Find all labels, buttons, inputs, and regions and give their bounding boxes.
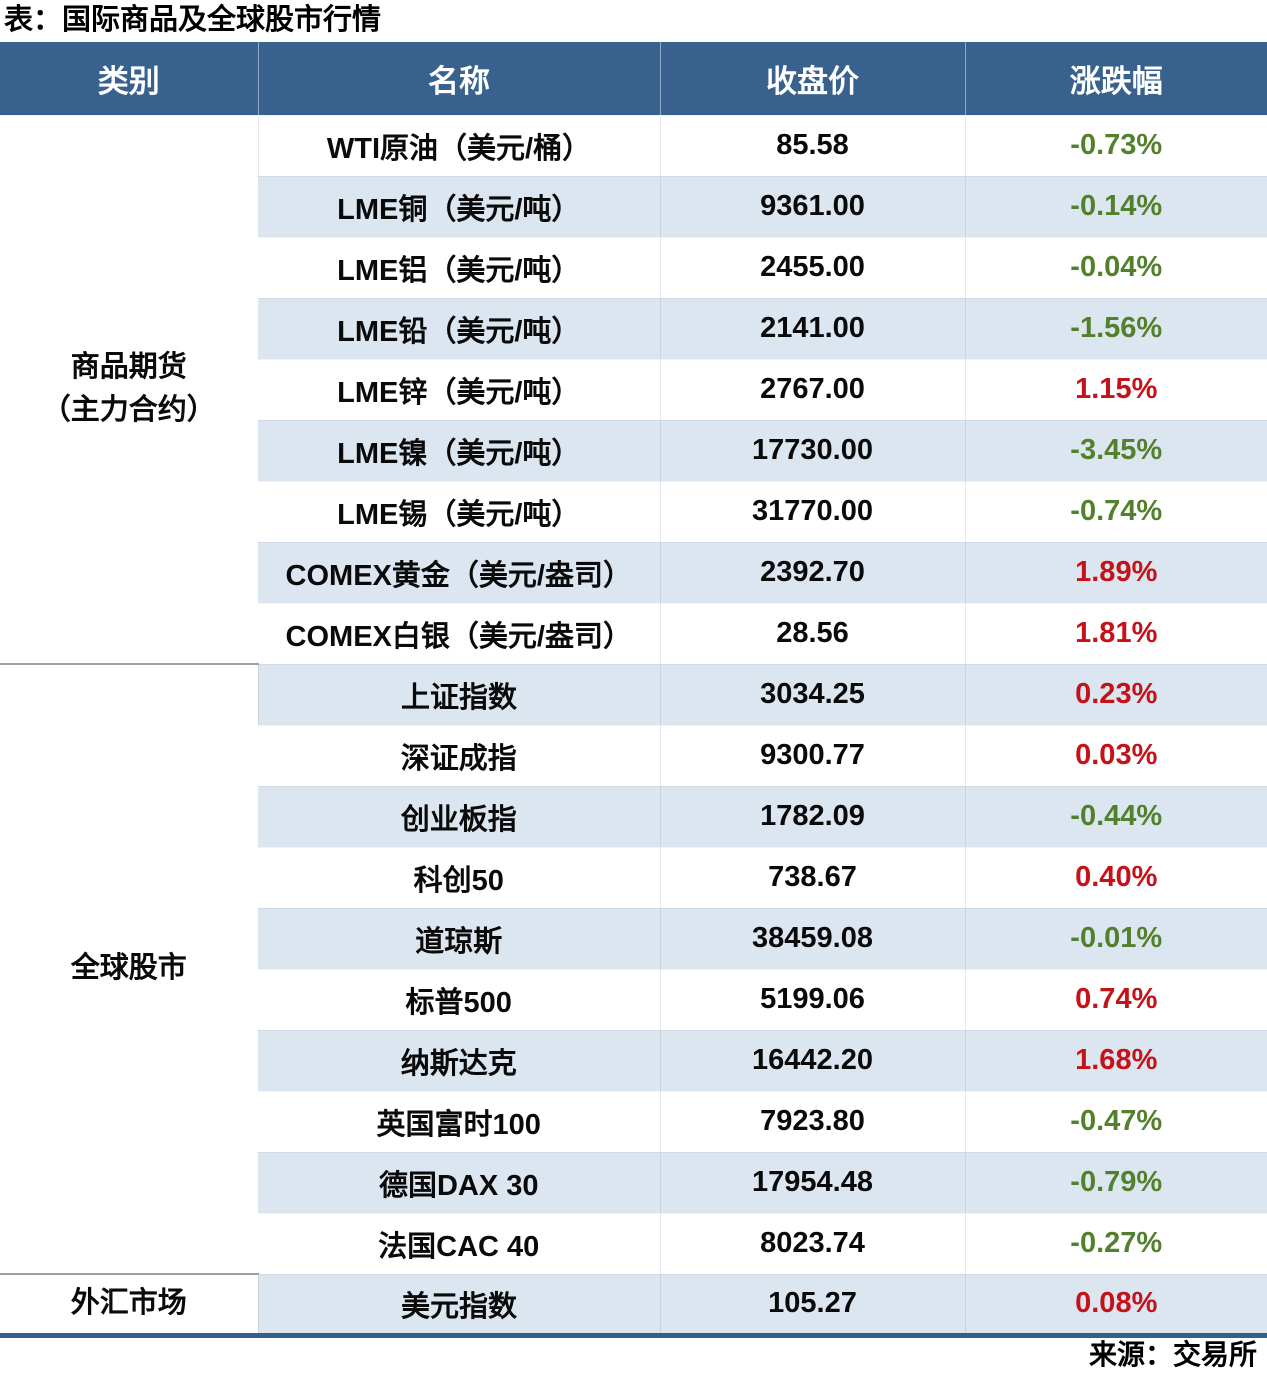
change-percent: 1.81% — [964, 602, 1267, 664]
close-price: 8023.74 — [659, 1212, 965, 1274]
table-row: 道琼斯 38459.08 -0.01% — [0, 907, 1267, 969]
close-price: 1782.09 — [659, 785, 965, 847]
table-row: LME锌（美元/吨） 2767.00 1.15% — [0, 358, 1267, 420]
table-row: 标普500 5199.06 0.74% — [0, 968, 1267, 1030]
table-row: LME铝（美元/吨） 2455.00 -0.04% — [0, 236, 1267, 298]
instrument-name: 纳斯达克 — [258, 1029, 660, 1091]
close-price: 85.58 — [659, 114, 965, 176]
instrument-name: 道琼斯 — [258, 907, 660, 969]
close-price: 105.27 — [659, 1273, 965, 1335]
change-percent: -0.79% — [964, 1151, 1267, 1213]
instrument-name: 美元指数 — [257, 1273, 660, 1335]
instrument-name: LME铅（美元/吨） — [258, 297, 660, 359]
change-percent: 0.03% — [964, 724, 1267, 786]
table-row: LME镍（美元/吨） 17730.00 -3.45% — [0, 419, 1267, 481]
table-row: COMEX白银（美元/盎司） 28.56 1.81% — [0, 602, 1267, 664]
change-percent: 1.68% — [964, 1029, 1267, 1091]
instrument-name: 上证指数 — [257, 663, 660, 725]
instrument-name: 英国富时100 — [258, 1090, 660, 1152]
table-row: 科创50 738.67 0.40% — [0, 846, 1267, 908]
instrument-name: 法国CAC 40 — [258, 1212, 660, 1274]
table-header: 类别 名称 收盘价 涨跌幅 — [0, 42, 1267, 115]
instrument-name: COMEX白银（美元/盎司） — [258, 602, 660, 664]
table-row: 全球股市 上证指数 3034.25 0.23% — [0, 663, 1267, 1274]
close-price: 17730.00 — [659, 419, 965, 481]
change-percent: -0.74% — [964, 480, 1267, 542]
change-percent: -0.73% — [964, 114, 1267, 176]
category-cell: 商品期货 （主力合约） — [0, 114, 258, 664]
change-percent: -1.56% — [964, 297, 1267, 359]
header-row: 类别 名称 收盘价 涨跌幅 — [0, 42, 1267, 115]
instrument-name: COMEX黄金（美元/盎司） — [258, 541, 660, 603]
table-row: 德国DAX 30 17954.48 -0.79% — [0, 1151, 1267, 1213]
instrument-name: 深证成指 — [258, 724, 660, 786]
close-price: 38459.08 — [659, 907, 965, 969]
close-price: 5199.06 — [659, 968, 965, 1030]
change-percent: 1.15% — [964, 358, 1267, 420]
change-percent: 0.40% — [964, 846, 1267, 908]
header-change: 涨跌幅 — [964, 42, 1267, 115]
close-price: 16442.20 — [659, 1029, 965, 1091]
close-price: 2767.00 — [659, 358, 965, 420]
table-row: 商品期货 （主力合约） WTI原油（美元/桶） 85.58 -0.73% — [0, 114, 1267, 664]
instrument-name: LME锡（美元/吨） — [258, 480, 660, 542]
table-row: 深证成指 9300.77 0.03% — [0, 724, 1267, 786]
category-cell: 全球股市 — [0, 663, 258, 1274]
instrument-name: LME锌（美元/吨） — [258, 358, 660, 420]
change-percent: 0.23% — [964, 663, 1267, 725]
close-price: 28.56 — [659, 602, 965, 664]
market-table: 类别 名称 收盘价 涨跌幅 商品期货 （主力合约） WTI原油（美元/桶） 85.58… — [0, 42, 1267, 1338]
table-row: LME铅（美元/吨） 2141.00 -1.56% — [0, 297, 1267, 359]
table-row: 创业板指 1782.09 -0.44% — [0, 785, 1267, 847]
close-price: 31770.00 — [659, 480, 965, 542]
close-price: 2141.00 — [659, 297, 965, 359]
table-row: 外汇市场 美元指数 105.27 0.08% — [0, 1273, 1267, 1335]
instrument-name: 德国DAX 30 — [258, 1151, 660, 1213]
close-price: 3034.25 — [659, 663, 965, 725]
change-percent: -0.44% — [964, 785, 1267, 847]
close-price: 738.67 — [659, 846, 965, 908]
instrument-name: LME镍（美元/吨） — [258, 419, 660, 481]
close-price: 2455.00 — [659, 236, 965, 298]
instrument-name: 科创50 — [258, 846, 660, 908]
change-percent: -0.14% — [964, 175, 1267, 237]
page-title: 表：国际商品及全球股市行情 — [4, 4, 382, 36]
close-price: 7923.80 — [659, 1090, 965, 1152]
change-percent: 1.89% — [964, 541, 1267, 603]
change-percent: -0.04% — [964, 236, 1267, 298]
change-percent: 0.08% — [964, 1273, 1267, 1335]
table-row: 法国CAC 40 8023.74 -0.27% — [0, 1212, 1267, 1274]
change-percent: -0.27% — [964, 1212, 1267, 1274]
category-cell: 外汇市场 — [0, 1273, 258, 1335]
table-body: 商品期货 （主力合约） WTI原油（美元/桶） 85.58 -0.73% LME铜（美元/… — [0, 114, 1267, 1335]
change-percent: -0.01% — [964, 907, 1267, 969]
header-close: 收盘价 — [659, 42, 965, 115]
source-note: 来源：交易所 — [1088, 1338, 1257, 1370]
change-percent: 0.74% — [964, 968, 1267, 1030]
table-row: LME锡（美元/吨） 31770.00 -0.74% — [0, 480, 1267, 542]
table-row: 纳斯达克 16442.20 1.68% — [0, 1029, 1267, 1091]
instrument-name: LME铝（美元/吨） — [258, 236, 660, 298]
instrument-name: 创业板指 — [258, 785, 660, 847]
close-price: 9361.00 — [659, 175, 965, 237]
instrument-name: LME铜（美元/吨） — [258, 175, 660, 237]
table-row: 英国富时100 7923.80 -0.47% — [0, 1090, 1267, 1152]
table-row: COMEX黄金（美元/盎司） 2392.70 1.89% — [0, 541, 1267, 603]
instrument-name: WTI原油（美元/桶） — [257, 114, 660, 176]
header-name: 名称 — [257, 42, 660, 115]
table-row: LME铜（美元/吨） 9361.00 -0.14% — [0, 175, 1267, 237]
close-price: 17954.48 — [659, 1151, 965, 1213]
close-price: 9300.77 — [659, 724, 965, 786]
header-category: 类别 — [0, 42, 258, 115]
change-percent: -3.45% — [964, 419, 1267, 481]
change-percent: -0.47% — [964, 1090, 1267, 1152]
instrument-name: 标普500 — [258, 968, 660, 1030]
close-price: 2392.70 — [659, 541, 965, 603]
